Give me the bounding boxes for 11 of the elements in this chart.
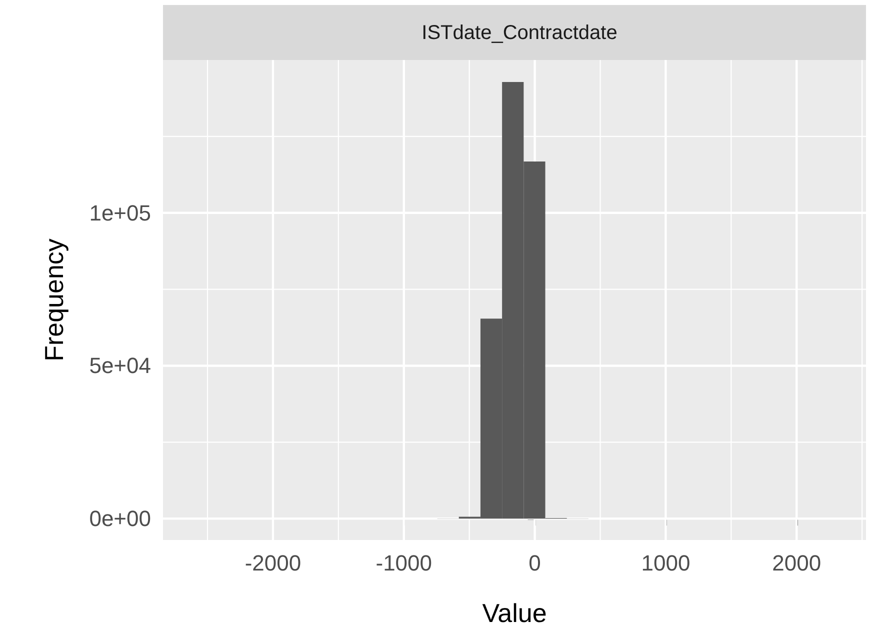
x-tick-label: 0 — [528, 550, 541, 576]
chart-title: ISTdate_Contractdate — [422, 22, 618, 44]
x-tick-label: -1000 — [376, 550, 432, 576]
y-tick-label: 5e+04 — [89, 353, 151, 378]
y-axis-title: Frequency — [39, 238, 69, 362]
x-tick-label: 1000 — [641, 550, 690, 576]
y-tick-label: 1e+05 — [89, 200, 151, 226]
x-tick-label: -2000 — [244, 550, 302, 576]
x-tick-label: 2000 — [772, 550, 822, 576]
x-axis-title: Value — [482, 598, 547, 628]
y-tick-label: 0e+00 — [89, 506, 151, 532]
